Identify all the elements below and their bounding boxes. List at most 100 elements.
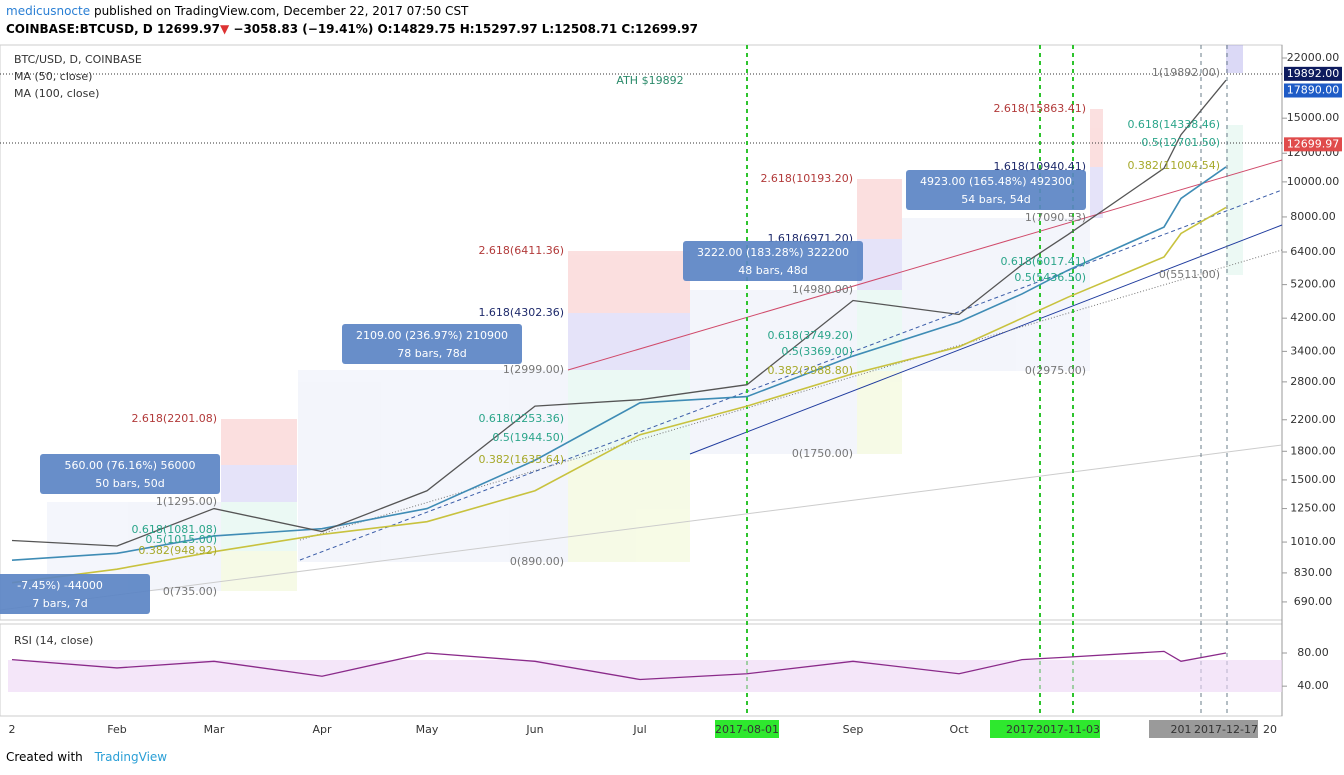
measure-box xyxy=(906,170,1086,210)
measure-box xyxy=(40,454,220,494)
x-tick-label: 2017-11-03 xyxy=(1036,723,1100,736)
y-tick-label: 5200.00 xyxy=(1290,278,1336,291)
annotation: 1.618(4302.36) xyxy=(478,306,564,319)
annotation: 0(890.00) xyxy=(510,555,564,568)
annotation: 0.5(5436.50) xyxy=(1014,271,1086,284)
rsi-band xyxy=(8,660,1282,692)
annotation: 0.382(1635.64) xyxy=(478,453,564,466)
x-tick-label: 2017- xyxy=(1006,723,1038,736)
measure-text: 560.00 (76.16%) 56000 xyxy=(64,459,195,472)
measure-box xyxy=(342,324,522,364)
y-tick-label: 4200.00 xyxy=(1290,311,1336,324)
symbol: COINBASE:BTCUSD, D xyxy=(6,22,153,36)
series-line xyxy=(11,206,1227,584)
rsi-title: RSI (14, close) xyxy=(14,634,93,647)
measure-text: 50 bars, 50d xyxy=(95,477,164,490)
annotation: 0.5(1015.00) xyxy=(145,533,217,546)
y-tick-label: 15000.00 xyxy=(1287,111,1340,124)
x-tick-label: 2017-08-01 xyxy=(715,723,779,736)
x-tick: 2017-11-03 xyxy=(1036,720,1100,738)
y-tick-label: 6400.00 xyxy=(1290,245,1336,258)
price-label-bg xyxy=(1284,66,1342,81)
y-tick-label: 1250.00 xyxy=(1290,502,1336,515)
annotation: 0(1750.00) xyxy=(792,447,853,460)
high: H:15297.97 xyxy=(459,22,538,36)
price-label-bg xyxy=(1284,83,1342,98)
measure-text: 2109.00 (236.97%) 210900 xyxy=(356,329,508,342)
annotation: 0.618(3749.20) xyxy=(767,329,853,342)
price-label-bg xyxy=(1284,137,1342,152)
measure-text: 54 bars, 54d xyxy=(961,193,1030,206)
price-label: 12699.97 xyxy=(1287,137,1340,150)
y-tick-label: 3400.00 xyxy=(1290,344,1336,357)
x-tick-label: Jun xyxy=(525,723,543,736)
annotation: 2.618(2201.08) xyxy=(131,412,217,425)
measure-text: 7 bars, 7d xyxy=(32,597,87,610)
annotation: 0(735.00) xyxy=(163,585,217,598)
change: −3058.83 (−19.41%) xyxy=(233,22,374,36)
x-tick: Apr xyxy=(312,723,332,736)
x-tick: Oct xyxy=(949,723,969,736)
measure-text: -7.45%) -44000 xyxy=(17,579,103,592)
annotation: 0.382(948.92) xyxy=(138,544,217,557)
created-with: Created with xyxy=(6,750,83,764)
x-tick: 2017-08-01 xyxy=(715,720,779,738)
y-tick-label: 80.00 xyxy=(1297,646,1329,659)
measure-text: 4923.00 (165.48%) 492300 xyxy=(920,175,1072,188)
y-tick-label: 22000.00 xyxy=(1287,51,1340,64)
brand[interactable]: TradingView xyxy=(94,750,168,764)
series-line xyxy=(11,166,1227,561)
x-tick-label: Oct xyxy=(949,723,969,736)
annotation: 0.5(1944.50) xyxy=(492,431,564,444)
price-label: 17890.00 xyxy=(1287,84,1340,97)
published: published on TradingView.com, December 2… xyxy=(93,4,469,18)
chart-title: BTC/USD, D, COINBASE xyxy=(14,53,142,66)
publish-line: medicusnocte published on TradingView.co… xyxy=(6,4,468,18)
legend-entry: MA (100, close) xyxy=(14,87,99,100)
x-tick: 2 xyxy=(9,723,16,736)
x-tick-label: 201 xyxy=(1171,723,1192,736)
annotation: 0.618(1081.08) xyxy=(131,523,217,536)
x-tick: 20 xyxy=(1263,723,1277,736)
y-tick-label: 1010.00 xyxy=(1290,535,1336,548)
y-tick-label: 690.00 xyxy=(1294,595,1333,608)
series-line xyxy=(11,650,1227,681)
x-tick: Mar xyxy=(204,723,225,736)
annotation: ATH $19892 xyxy=(616,74,683,87)
legend-entry: MA (50, close) xyxy=(14,70,92,83)
series-line xyxy=(11,79,1227,547)
x-tick-label: Apr xyxy=(312,723,332,736)
annotation: 1(1295.00) xyxy=(156,495,217,508)
last: 12699.97 xyxy=(156,22,220,36)
annotation: 0.382(2988.80) xyxy=(767,364,853,377)
open: O:14829.75 xyxy=(377,22,456,36)
x-tick-highlight xyxy=(715,720,779,738)
fib-regions xyxy=(47,45,1243,591)
annotation: 0.618(2253.36) xyxy=(478,412,564,425)
author[interactable]: medicusnocte xyxy=(6,4,91,18)
measure-box xyxy=(683,241,863,281)
annotation: 0(5511.00) xyxy=(1159,268,1220,281)
y-tick-label: 8000.00 xyxy=(1290,210,1336,223)
annotation: 2.618(10193.20) xyxy=(760,172,853,185)
annotation: 1.618(10940.41) xyxy=(993,160,1086,173)
annotation: 0.618(14338.46) xyxy=(1127,118,1220,131)
annotation: 0(2975.00) xyxy=(1025,364,1086,377)
annotation: 2.618(15863.41) xyxy=(993,102,1086,115)
x-tick-label: Jul xyxy=(632,723,646,736)
x-tick-label: 2017-12-17 xyxy=(1194,723,1258,736)
annotation: 0.382(11004.54) xyxy=(1127,159,1220,172)
y-tick-label: 2200.00 xyxy=(1290,413,1336,426)
measure-text: 3222.00 (183.28%) 322200 xyxy=(697,246,849,259)
chart: BTC/USD, D, COINBASE RSI (14, close) 220… xyxy=(0,44,1342,738)
x-tick-label: Mar xyxy=(204,723,225,736)
annotation: 0.5(12701.50) xyxy=(1141,136,1220,149)
y-tick-label: 2800.00 xyxy=(1290,375,1336,388)
y-tick-label: 1500.00 xyxy=(1290,473,1336,486)
y-tick-label: 1800.00 xyxy=(1290,444,1336,457)
y-tick-label: 830.00 xyxy=(1294,566,1333,579)
x-tick: Feb xyxy=(107,723,126,736)
measure-text: 78 bars, 78d xyxy=(397,347,466,360)
x-tick-label: 20 xyxy=(1263,723,1277,736)
